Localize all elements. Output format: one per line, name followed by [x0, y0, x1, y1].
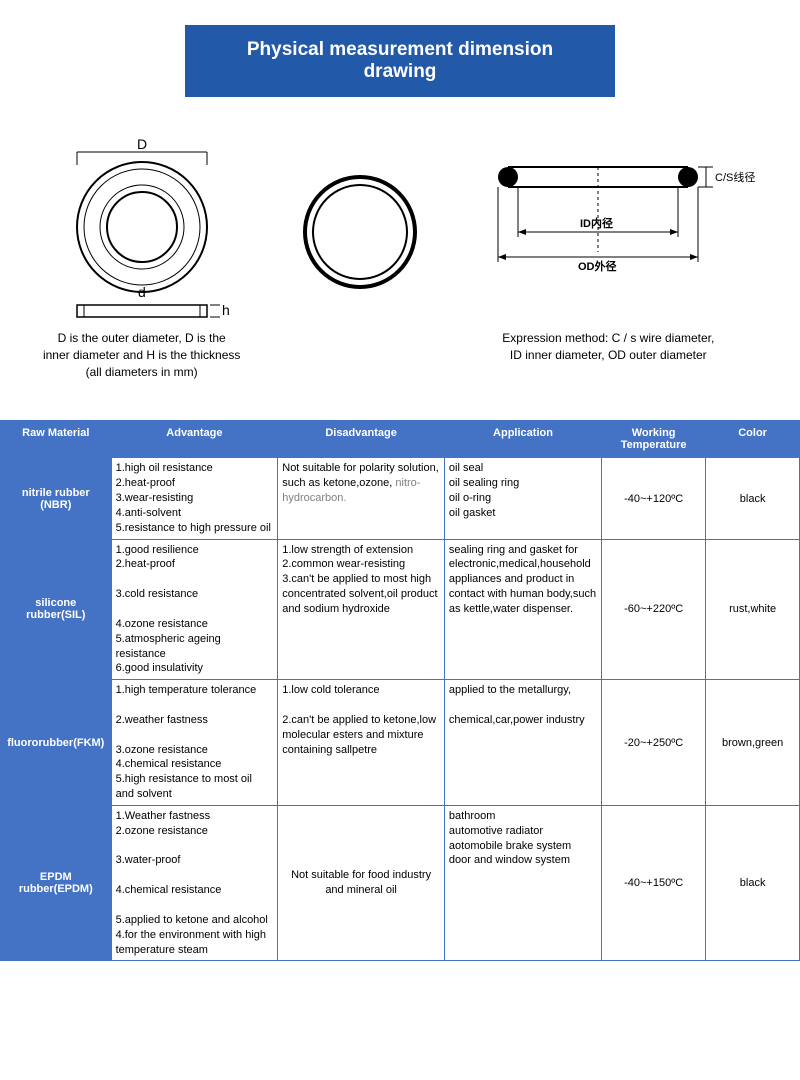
cell-temperature: -20~+250ºC [602, 680, 706, 806]
cell-application: applied to the metallurgy, chemical,car,… [444, 680, 601, 806]
label-od: OD外径 [578, 259, 617, 273]
cell-color: black [706, 805, 800, 960]
diagrams-row: D d h D is the outer diameter, D is the … [0, 127, 800, 390]
th-application: Application [444, 421, 601, 458]
page-title-banner: Physical measurement dimension drawing [185, 25, 615, 97]
cell-color: black [706, 458, 800, 539]
diagram-left-caption: D is the outer diameter, D is the inner … [42, 330, 242, 380]
cell-temperature: -40~+150ºC [602, 805, 706, 960]
th-disadvantage: Disadvantage [278, 421, 445, 458]
label-cs: C/S线径 [715, 170, 755, 184]
th-color: Color [706, 421, 800, 458]
diagram-right-caption: Expression method: C / s wire diameter, … [478, 330, 738, 364]
cell-temperature: -60~+220ºC [602, 539, 706, 680]
cell-advantage: 1.good resilience2.heat-proof 3.cold res… [111, 539, 278, 680]
cell-disadvantage: Not suitable for food industry and miner… [278, 805, 445, 960]
cell-color: rust,white [706, 539, 800, 680]
th-material: Raw Material [1, 421, 112, 458]
oring-simple-diagram [285, 137, 435, 322]
cell-disadvantage: 1.low strength of extension2.common wear… [278, 539, 445, 680]
cell-application: sealing ring and gasket for electronic,m… [444, 539, 601, 680]
cell-disadvantage: Not suitable for polarity solution, such… [278, 458, 445, 539]
oring-topview-diagram: D d h [42, 137, 242, 322]
table-row: EPDM rubber(EPDM) 1.Weather fastness2.oz… [1, 805, 800, 960]
diagram-middle [285, 137, 435, 322]
cell-advantage: 1.high temperature tolerance 2.weather f… [111, 680, 278, 806]
label-id: ID内径 [580, 216, 613, 230]
label-h: h [222, 302, 230, 318]
label-D: D [137, 137, 147, 152]
cell-material: EPDM rubber(EPDM) [1, 805, 112, 960]
cell-disadvantage: 1.low cold tolerance 2.can't be applied … [278, 680, 445, 806]
cell-material: nitrile rubber (NBR) [1, 458, 112, 539]
diagram-right: C/S线径 ID内径 OD外径 Expression method: C / s… [478, 137, 758, 364]
table-row: fluororubber(FKM) 1.high temperature tol… [1, 680, 800, 806]
table-row: nitrile rubber (NBR) 1.high oil resistan… [1, 458, 800, 539]
table-header-row: Raw Material Advantage Disadvantage Appl… [1, 421, 800, 458]
label-d: d [138, 284, 146, 300]
cell-advantage: 1.Weather fastness2.ozone resistance 3.w… [111, 805, 278, 960]
cell-application: bathroomautomotive radiatoraotomobile br… [444, 805, 601, 960]
oring-cross-section-diagram: C/S线径 ID内径 OD外径 [478, 137, 758, 322]
th-temperature: Working Temperature [602, 421, 706, 458]
cell-advantage: 1.high oil resistance2.heat-proof3.wear-… [111, 458, 278, 539]
diagram-left: D d h D is the outer diameter, D is the … [42, 137, 242, 380]
cell-color: brown,green [706, 680, 800, 806]
cell-material: fluororubber(FKM) [1, 680, 112, 806]
cell-temperature: -40~+120ºC [602, 458, 706, 539]
cell-application: oil sealoil sealing ringoil o-ringoil ga… [444, 458, 601, 539]
cell-material: silicone rubber(SIL) [1, 539, 112, 680]
table-row: silicone rubber(SIL) 1.good resilience2.… [1, 539, 800, 680]
material-table: Raw Material Advantage Disadvantage Appl… [0, 420, 800, 961]
th-advantage: Advantage [111, 421, 278, 458]
